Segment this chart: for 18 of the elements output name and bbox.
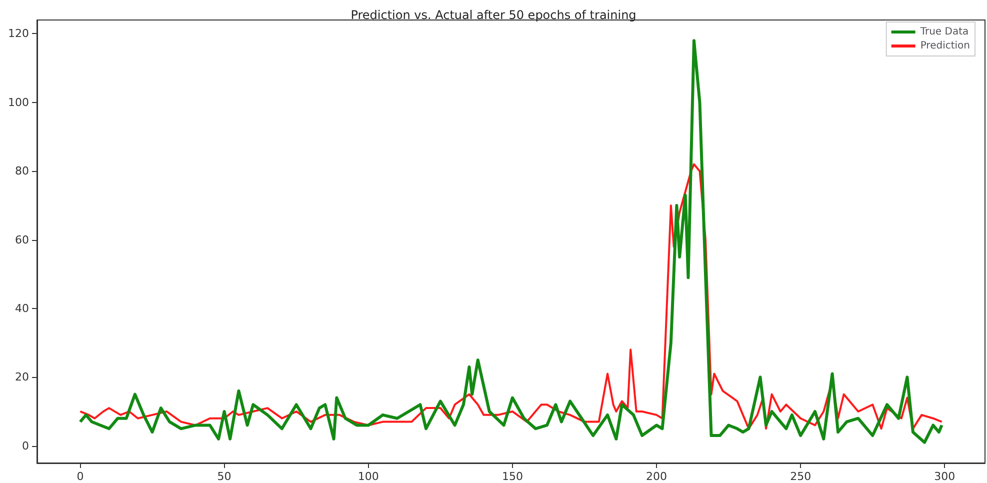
y-tick-label: 40 [15,302,29,315]
x-tick-label: 100 [358,470,379,483]
x-tick-label: 250 [790,470,812,483]
y-tick-label: 100 [8,96,29,109]
legend-label: True Data [919,26,969,38]
x-tick-label: 300 [934,470,956,483]
chart-title: Prediction vs. Actual after 50 epochs of training [350,8,636,22]
x-tick-label: 150 [502,470,523,483]
x-tick-label: 0 [76,470,84,483]
y-tick-label: 0 [22,439,29,452]
line-series [79,163,943,430]
x-tick-label: 50 [217,470,232,483]
y-tick-label: 120 [8,27,29,40]
y-tick-label: 20 [15,370,29,384]
x-tick-label: 200 [646,470,668,483]
legend-label: Prediction [920,40,970,52]
y-tick-label: 80 [15,164,29,178]
y-tick-label: 60 [15,233,29,246]
